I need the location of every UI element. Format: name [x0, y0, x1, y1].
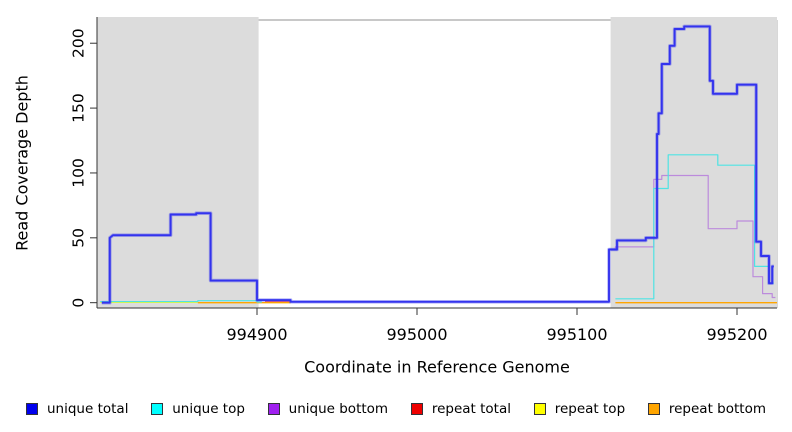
legend-label: repeat total — [431, 401, 511, 417]
x-tick-label: 994900 — [226, 325, 287, 344]
right-repeat-region — [610, 17, 777, 308]
legend-item-repeat-bottom: repeat bottom — [647, 401, 766, 417]
left-repeat-region — [97, 17, 259, 308]
series-unique-total-line — [101, 25, 774, 304]
y-tick-label: 50 — [69, 228, 87, 248]
series-unique-top-line — [100, 300, 262, 303]
legend-swatch-icon — [410, 403, 423, 415]
legend-item-unique-top: unique top — [151, 401, 245, 417]
legend-item-unique-total: unique total — [26, 401, 128, 417]
legend-label: unique bottom — [288, 401, 389, 417]
legend-label: unique total — [47, 401, 129, 417]
x-tick-label: 995000 — [386, 325, 447, 344]
legend-label: repeat top — [554, 401, 626, 417]
y-tick-label: 100 — [69, 158, 87, 188]
y-tick-label: 200 — [69, 28, 87, 58]
legend-label: repeat bottom — [668, 401, 766, 417]
x-tick-label: 995100 — [546, 325, 607, 344]
legend-item-repeat-top: repeat top — [533, 401, 626, 417]
legend-swatch-icon — [26, 403, 38, 415]
x-tick-label: 995200 — [706, 325, 767, 344]
legend-item-repeat-total: repeat total — [410, 401, 511, 417]
x-axis-label: Coordinate in Reference Genome — [304, 357, 570, 377]
legend-swatch-icon — [647, 403, 660, 415]
y-tick-label: 150 — [69, 93, 87, 123]
y-axis-label: Read Coverage Depth — [12, 75, 32, 251]
legend-label: unique top — [172, 401, 245, 417]
legend-swatch-icon — [267, 403, 280, 415]
y-tick-label: 0 — [69, 298, 87, 308]
legend-swatch-icon — [151, 403, 164, 415]
legend-item-unique-bottom: unique bottom — [267, 401, 389, 417]
legend: unique total unique top unique bottom repea… — [26, 401, 766, 417]
legend-swatch-icon — [533, 403, 546, 415]
